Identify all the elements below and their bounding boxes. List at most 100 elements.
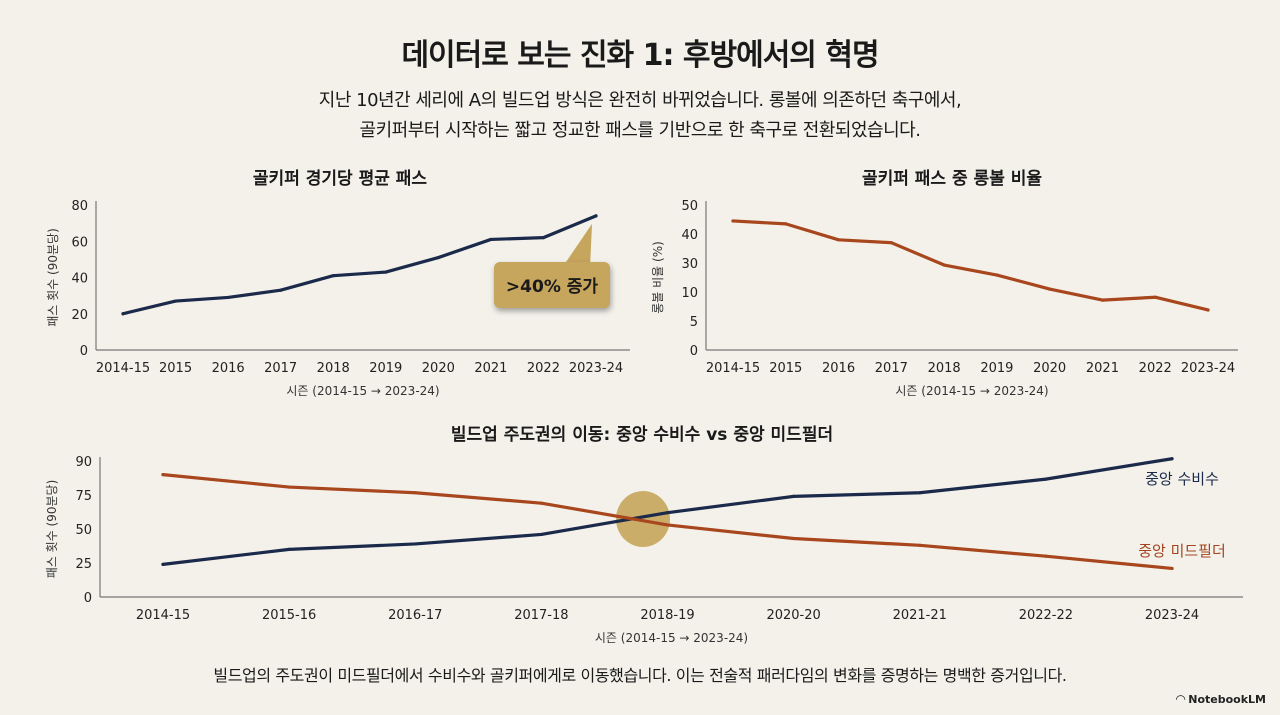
x-tick-label: 2016 xyxy=(822,361,855,376)
footer-conclusion: 빌드업의 주도권이 미드필더에서 수비수와 골키퍼에게로 이동했습니다. 이는 … xyxy=(213,666,1067,685)
x-tick-label: 2016 xyxy=(212,361,245,376)
x-tick-label: 2015 xyxy=(159,361,192,376)
data-point xyxy=(731,219,735,223)
x-tick-label: 2021-21 xyxy=(893,608,947,623)
x-tick-label: 2019 xyxy=(369,361,402,376)
callout-box xyxy=(494,262,610,308)
x-tick-label: 2018 xyxy=(317,361,350,376)
data-point xyxy=(541,236,546,240)
y-tick-label: 25 xyxy=(75,557,92,572)
callout-text: >40% 증가 xyxy=(506,277,598,297)
y-tick-label: 0 xyxy=(690,344,698,359)
x-tick-label: 2015 xyxy=(769,361,802,376)
x-tick-label: 2016-17 xyxy=(388,608,442,623)
data-point xyxy=(287,547,291,552)
y-tick-label: 40 xyxy=(71,272,88,287)
crossover-highlight-marker xyxy=(616,491,670,547)
x-tick-label: 2017 xyxy=(264,361,297,376)
callout-pointer xyxy=(562,223,592,268)
x-tick-label: 2014-15 xyxy=(706,361,760,376)
legend-label-center-back: 중앙 수비수 xyxy=(1145,470,1219,488)
x-tick-label: 2023-24 xyxy=(1181,361,1235,376)
data-point xyxy=(226,295,230,300)
x-axis-label: 시즌 (2014-15 → 2023-24) xyxy=(595,631,748,645)
x-tick-label: 2020 xyxy=(1033,361,1066,376)
data-point xyxy=(539,532,543,537)
x-tick-label: 2022 xyxy=(527,361,560,376)
data-point xyxy=(1170,566,1174,571)
data-point xyxy=(287,485,291,489)
data-point xyxy=(1044,477,1048,481)
data-point xyxy=(995,273,999,277)
data-point xyxy=(436,255,440,260)
data-point xyxy=(489,237,493,242)
x-tick-label: 2014-15 xyxy=(136,608,190,623)
y-tick-label: 50 xyxy=(75,523,92,538)
data-point xyxy=(784,222,788,226)
data-point xyxy=(665,523,670,527)
subtitle-line-2: 골키퍼부터 시작하는 짧고 정교한 패스를 기반으로 한 축구로 전환되었습니다… xyxy=(359,120,921,141)
data-point xyxy=(836,238,841,242)
data-point xyxy=(413,491,417,495)
data-point xyxy=(279,288,283,292)
data-point xyxy=(1048,287,1052,291)
series-line-primary xyxy=(121,214,598,316)
x-tick-label: 2023-24 xyxy=(569,361,623,376)
chart-title: 빌드업 주도권의 이동: 중앙 수비수 vs 중앙 미드필더 xyxy=(451,425,833,445)
y-axis-label: 패스 횟수 (90분당) xyxy=(46,228,60,327)
data-point xyxy=(1206,308,1210,312)
x-tick-label: 2023-24 xyxy=(1145,608,1199,623)
y-tick-label: 0 xyxy=(84,591,92,606)
data-point xyxy=(1153,295,1157,299)
data-point xyxy=(1044,554,1048,558)
y-tick-label: 20 xyxy=(71,308,88,323)
data-point xyxy=(889,241,893,245)
page-subtitle: 지난 10년간 세리에 A의 빌드업 방식은 완전히 바뀌었습니다. 롱볼에 의… xyxy=(0,86,1280,146)
x-tick-label: 2021 xyxy=(474,361,507,376)
x-tick-label: 2022-22 xyxy=(1019,608,1073,623)
x-tick-label: 2022 xyxy=(1139,361,1172,376)
subtitle-line-1: 지난 10년간 세리에 A의 빌드업 방식은 완전히 바뀌었습니다. 롱볼에 의… xyxy=(318,90,962,111)
x-tick-label: 2015-16 xyxy=(262,608,316,623)
x-tick-label: 2020-20 xyxy=(766,608,820,623)
data-point xyxy=(594,214,598,218)
x-tick-label: 2017 xyxy=(875,361,908,376)
data-point xyxy=(665,511,670,515)
x-tick-label: 2017-18 xyxy=(514,608,568,623)
y-tick-label: 30 xyxy=(681,257,698,272)
x-tick-label: 2014-15 xyxy=(96,361,150,376)
page-title: 데이터로 보는 진화 1: 후방에서의 혁명 xyxy=(401,38,879,73)
legend-label-center-midfielder: 중앙 미드필더 xyxy=(1138,542,1226,560)
data-point xyxy=(918,491,922,495)
y-axis-label: 롱볼 비율 (%) xyxy=(651,241,665,314)
data-point xyxy=(384,270,388,274)
y-tick-label: 80 xyxy=(71,199,88,214)
data-point xyxy=(413,542,417,546)
brand-watermark: ◠ NotebookLM xyxy=(1176,692,1266,706)
series-line-primary xyxy=(731,219,1210,312)
y-tick-label: 10 xyxy=(681,286,698,301)
data-point xyxy=(942,263,946,267)
data-point xyxy=(792,494,796,498)
data-point xyxy=(161,473,165,477)
data-point xyxy=(331,274,335,278)
x-tick-label: 2021 xyxy=(1086,361,1119,376)
y-tick-label: 50 xyxy=(681,199,698,214)
data-point xyxy=(161,562,165,566)
y-tick-label: 60 xyxy=(71,235,88,250)
y-tick-label: 5 xyxy=(690,315,698,330)
data-point xyxy=(121,312,125,316)
x-tick-label: 2019 xyxy=(980,361,1013,376)
x-tick-label: 2018 xyxy=(928,361,961,376)
x-tick-label: 2020 xyxy=(422,361,455,376)
y-tick-label: 90 xyxy=(75,455,92,470)
data-point xyxy=(173,299,178,303)
chart-title: 골키퍼 경기당 평균 패스 xyxy=(253,169,428,189)
data-point xyxy=(792,536,796,541)
y-tick-label: 75 xyxy=(75,489,92,504)
x-axis-label: 시즌 (2014-15 → 2023-24) xyxy=(895,384,1048,398)
data-point xyxy=(918,543,922,547)
